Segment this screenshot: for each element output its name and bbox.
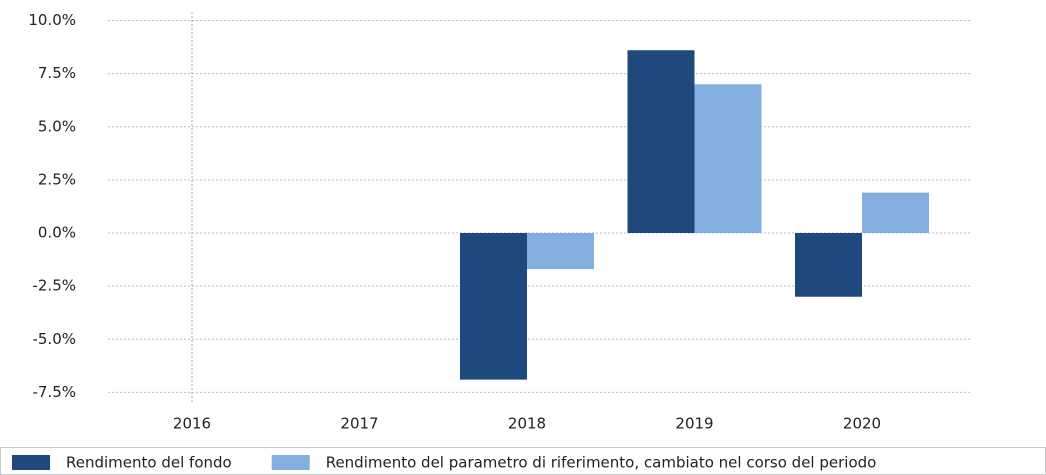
- legend-swatch: [12, 455, 50, 470]
- x-tick-label: 2016: [173, 415, 211, 433]
- y-tick-label: 5.0%: [38, 117, 76, 135]
- y-tick-label: -5.0%: [32, 330, 76, 348]
- y-tick-label: 2.5%: [38, 170, 76, 188]
- bar: [527, 233, 594, 270]
- y-tick-label: 0.0%: [38, 224, 76, 242]
- x-tick-label: 2019: [675, 415, 713, 433]
- legend-label: Rendimento del parametro di riferimento,…: [326, 454, 877, 472]
- y-tick-label: -2.5%: [32, 277, 76, 295]
- y-tick-label: -7.5%: [32, 383, 76, 401]
- bar: [795, 233, 862, 297]
- legend-label: Rendimento del fondo: [66, 454, 232, 472]
- bar: [862, 192, 929, 233]
- legend-swatch: [271, 455, 310, 470]
- x-tick-label: 2020: [843, 415, 881, 433]
- y-tick-label: 10.0%: [28, 11, 76, 29]
- x-tick-label: 2018: [508, 415, 546, 433]
- bar: [460, 233, 527, 380]
- bar: [694, 84, 762, 233]
- bar: [627, 50, 695, 233]
- x-tick-label: 2017: [340, 415, 378, 433]
- y-tick-label: 7.5%: [38, 64, 76, 82]
